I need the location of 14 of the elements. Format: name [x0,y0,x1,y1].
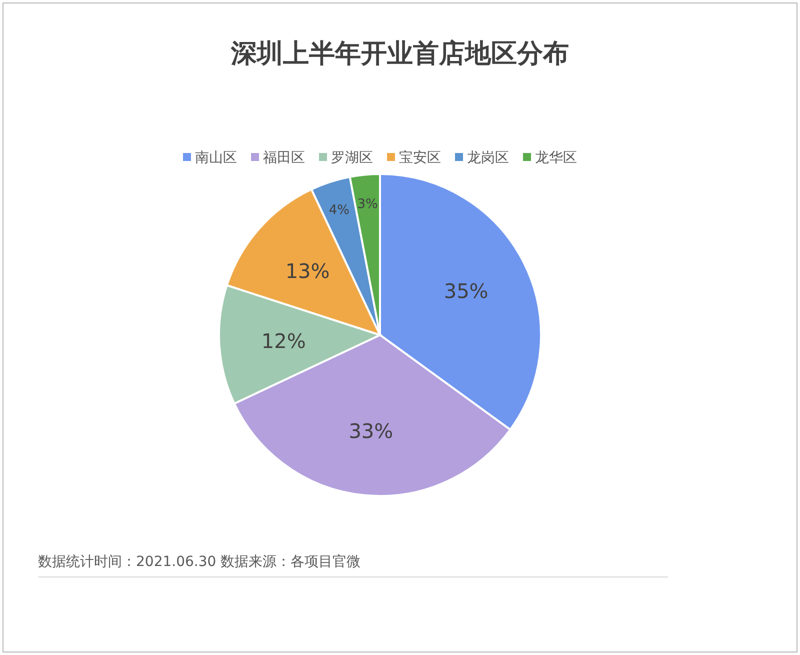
data-label: 12% [261,329,306,354]
legend-label: 龙岗区 [467,150,509,166]
legend-label: 宝安区 [399,150,441,166]
text: 数据统计时间：2021.06.30 数据来源：各项目官微 [38,554,361,570]
data-label: 3% [357,197,378,212]
legend-label: 南山区 [195,150,237,166]
legend-label: 龙华区 [535,150,577,166]
data-label: 35% [444,279,488,304]
chart-title: 深圳上半年开业首店地区分布 [230,39,569,69]
data-label: 13% [285,259,330,284]
data-label: 4% [328,202,350,218]
data-label: 33% [348,419,394,444]
legend-label: 福田区 [263,150,305,166]
legend-label: 罗湖区 [331,150,373,166]
